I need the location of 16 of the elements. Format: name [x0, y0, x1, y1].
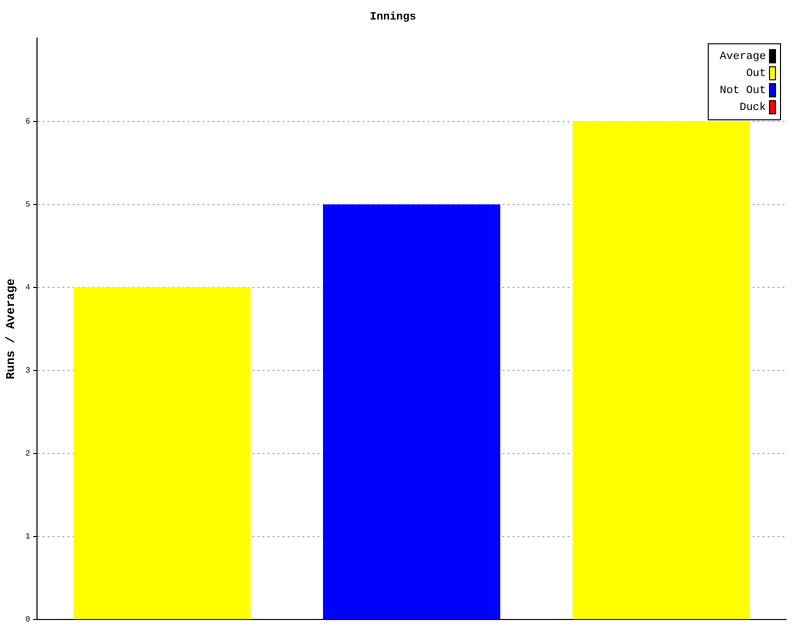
- legend-label: Duck: [740, 102, 766, 114]
- y-tick-label: 2: [25, 450, 30, 459]
- y-tick-label: 6: [25, 117, 30, 126]
- y-tick-label: 3: [25, 366, 30, 376]
- y-tick-label: 4: [25, 283, 30, 292]
- legend-label: Not Out: [720, 85, 766, 98]
- bar: [322, 204, 500, 620]
- y-axis-title: Runs / Average: [4, 278, 18, 380]
- y-tick-label: 5: [25, 200, 30, 210]
- bar: [73, 287, 251, 620]
- y-tick-label: 1: [25, 532, 30, 542]
- chart-title: Innings: [370, 11, 416, 24]
- legend-label: Average: [720, 51, 766, 64]
- bar: [572, 121, 750, 620]
- legend-label: Out: [746, 68, 766, 80]
- y-tick-label: 0: [25, 616, 30, 625]
